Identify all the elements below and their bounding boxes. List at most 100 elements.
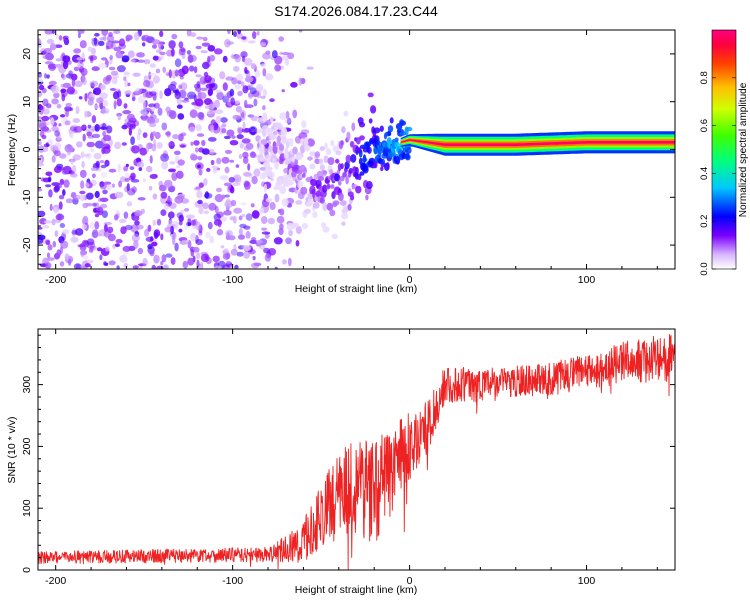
spectrogram-noise-blob xyxy=(73,66,80,72)
spectrogram-noise-blob xyxy=(241,138,251,144)
spectrogram-noise-blob xyxy=(233,31,237,37)
spectrogram-noise-blob xyxy=(62,55,71,63)
spectrogram-noise-blob xyxy=(170,257,176,265)
spectrogram-noise-blob xyxy=(94,213,100,218)
spectrogram-noise-blob xyxy=(43,108,50,115)
spectrogram-noise-blob xyxy=(224,194,230,198)
snr-y-tick-label: 200 xyxy=(21,437,33,455)
spectrogram-noise-blob xyxy=(82,224,87,230)
spectrogram-noise-blob xyxy=(147,224,152,232)
spectrogram-signal-blob xyxy=(273,130,278,136)
spectrogram-noise-blob xyxy=(118,180,122,188)
spectrogram-noise-blob xyxy=(227,30,231,35)
spectrogram-noise-blob xyxy=(180,132,187,137)
spectrogram-noise-blob xyxy=(51,182,61,187)
spectrogram-noise-blob xyxy=(79,40,87,49)
spectrogram-noise-blob xyxy=(114,191,124,199)
spectrogram-noise-blob xyxy=(241,36,247,40)
spectrogram-noise-blob xyxy=(187,53,193,62)
spectrogram-noise-blob xyxy=(52,240,57,248)
spectrogram-noise-blob xyxy=(45,239,51,246)
spectrogram-noise-blob xyxy=(244,69,250,74)
spectrogram-noise-blob xyxy=(59,261,65,267)
spectrogram-signal-blob xyxy=(285,141,290,149)
spectrogram-noise-blob xyxy=(251,176,258,185)
spectrogram-signal-blob xyxy=(289,137,294,147)
spectrogram-noise-blob xyxy=(178,220,183,226)
spectrogram-noise-blob xyxy=(240,51,248,58)
spectrogram-noise-blob xyxy=(198,169,203,176)
spectrogram-noise-blob xyxy=(43,143,50,148)
spectrogram-noise-blob xyxy=(62,229,70,235)
spectrogram-noise-blob xyxy=(38,38,42,45)
spectrogram-signal-blob xyxy=(358,121,366,128)
spectrogram-noise-blob xyxy=(142,42,146,47)
spectrogram-noise-blob xyxy=(164,226,173,233)
spectrogram-signal-blob xyxy=(348,167,353,174)
spectrogram-noise-blob xyxy=(171,48,175,57)
spectrogram-signal-blob xyxy=(318,158,324,165)
spectrogram-noise-blob xyxy=(230,248,238,256)
spectrogram-noise-blob xyxy=(233,207,243,214)
spectrogram-noise-blob xyxy=(51,30,55,34)
spectrogram-noise-blob xyxy=(181,239,190,243)
spectrogram-signal-blob xyxy=(274,161,279,170)
spectrogram-noise-blob xyxy=(80,125,87,130)
spectrogram-noise-blob xyxy=(112,183,115,188)
spectrogram-noise-blob xyxy=(174,242,179,252)
spectrogram-noise-blob xyxy=(287,257,292,267)
snr-y-tick-label: 100 xyxy=(21,499,33,517)
spectrogram-noise-blob xyxy=(203,210,209,215)
snr-y-axis-label: SNR (10 * v/v) xyxy=(6,416,18,483)
spectrogram-signal-blob xyxy=(304,208,311,214)
spectrogram-noise-blob xyxy=(44,30,54,35)
snr-axes: -200 -100 0 100 0 100 200 300 xyxy=(21,329,675,587)
spectrogram-noise-blob xyxy=(137,128,142,136)
spectrogram-x-tick-label: -100 xyxy=(222,274,243,286)
spectrogram-noise-blob xyxy=(70,159,74,166)
spectrogram-noise-blob xyxy=(110,70,119,76)
spectrogram-noise-blob xyxy=(237,30,242,35)
spectrogram-noise-blob xyxy=(167,83,177,91)
spectrogram-signal-blob xyxy=(332,200,340,206)
spectrogram-signal-blob xyxy=(319,164,325,171)
spectrogram-signal-blob xyxy=(258,144,265,152)
spectrogram-noise-blob xyxy=(87,124,92,129)
spectrogram-noise-blob xyxy=(62,35,67,42)
spectrogram-noise-blob xyxy=(91,115,97,124)
spectrogram-noise-blob xyxy=(213,213,222,222)
spectrogram-noise-blob xyxy=(124,79,129,88)
spectrogram-noise-blob xyxy=(90,148,94,153)
spectrogram-signal-blob xyxy=(366,181,373,190)
spectrogram-signal-blob xyxy=(315,179,322,189)
spectrogram-noise-blob xyxy=(209,124,215,134)
spectrogram-noise-blob xyxy=(198,182,204,188)
spectrogram-noise-blob xyxy=(101,108,110,114)
spectrogram-noise-blob xyxy=(91,66,100,72)
spectrogram-noise-blob xyxy=(189,65,195,72)
spectrogram-signal-blob xyxy=(330,139,335,147)
spectrogram-signal-blob xyxy=(324,142,328,150)
spectrogram-noise-blob xyxy=(172,134,180,140)
spectrogram-noise-blob xyxy=(142,132,148,139)
spectrogram-noise-blob xyxy=(186,222,192,227)
spectrogram-noise-blob xyxy=(105,246,110,252)
spectrogram-noise-blob xyxy=(99,183,107,190)
spectrogram-noise-blob xyxy=(288,229,293,237)
spectrogram-signal-blob xyxy=(327,157,335,166)
spectrogram-noise-blob xyxy=(242,151,249,159)
spectrogram-signal-blob xyxy=(328,169,334,175)
spectrogram-noise-blob xyxy=(252,31,257,40)
spectrogram-noise-blob xyxy=(155,68,161,74)
spectrogram-noise-blob xyxy=(290,81,298,88)
spectrogram-noise-blob xyxy=(51,155,56,163)
spectrogram-noise-blob xyxy=(93,233,101,237)
spectrogram-noise-blob xyxy=(103,221,113,226)
spectrogram-noise-blob xyxy=(262,88,267,97)
spectrogram-noise-blob xyxy=(65,198,73,204)
spectrogram-noise-blob xyxy=(99,37,105,41)
spectrogram-noise-blob xyxy=(51,125,59,132)
spectrogram-noise-blob xyxy=(58,201,63,210)
spectrogram-noise-blob xyxy=(148,103,156,108)
spectrogram-noise-blob xyxy=(261,227,268,231)
